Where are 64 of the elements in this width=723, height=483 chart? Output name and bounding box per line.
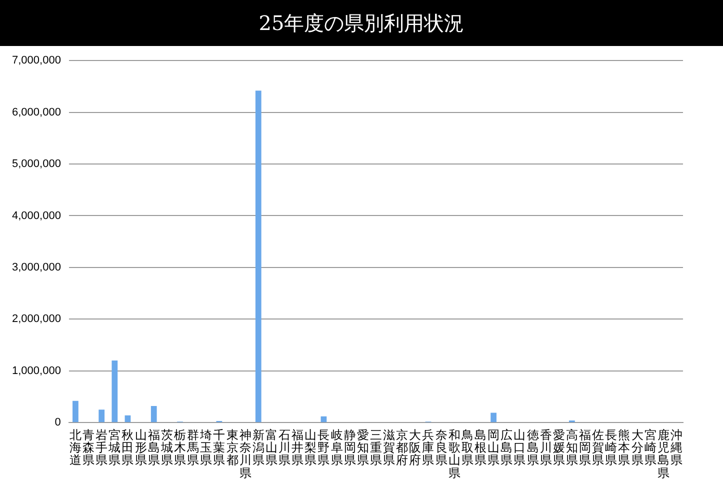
- bar: [98, 410, 105, 422]
- bar: [320, 416, 327, 422]
- x-tick-label: 栃木県: [174, 428, 186, 468]
- chart-title: 25年度の県別利用状況: [0, 0, 723, 46]
- x-tick-label: 岩手県: [96, 428, 108, 468]
- x-tick-label: 秋田県: [122, 428, 134, 468]
- x-tick-label: 山口県: [514, 428, 526, 468]
- x-tick-label: 福島県: [148, 428, 160, 468]
- x-tick-label: 青森県: [82, 428, 95, 468]
- y-tick-label: 1,000,000: [12, 364, 61, 377]
- x-tick-label: 宮城県: [108, 428, 121, 468]
- y-tick-label: 5,000,000: [12, 158, 61, 170]
- x-tick-label: 大分県: [631, 428, 644, 468]
- x-tick-label: 大阪府: [409, 428, 422, 468]
- x-tick-label: 宮崎県: [644, 428, 656, 468]
- x-tick-label: 奈良県: [435, 428, 448, 468]
- x-tick-label: 福岡県: [579, 428, 592, 468]
- x-tick-label: 群馬県: [186, 428, 200, 468]
- x-tick-label: 山梨県: [304, 428, 317, 468]
- y-tick-label: 0: [54, 416, 61, 429]
- x-tick-label: 長野県: [318, 428, 330, 468]
- x-tick-label: 兵庫県: [422, 428, 434, 468]
- x-tick-label: 東京都: [226, 428, 238, 468]
- x-tick-label: 島根県: [474, 428, 486, 468]
- x-tick-label: 沖縄県: [669, 428, 682, 468]
- bar: [72, 400, 78, 422]
- bar: [255, 90, 262, 422]
- x-tick-label: 滋賀県: [383, 428, 396, 468]
- bar: [112, 360, 118, 422]
- x-tick-label: 福井県: [292, 428, 304, 468]
- bar: [150, 406, 157, 422]
- bar: [490, 412, 496, 422]
- x-tick-label: 茨城県: [160, 428, 173, 468]
- x-tick-label: 鳥取県: [460, 428, 474, 468]
- x-tick-label: 鹿児島県: [657, 428, 670, 480]
- x-tick-label: 埼玉県: [199, 428, 212, 468]
- x-tick-label: 長崎県: [605, 428, 618, 468]
- x-tick-label: 熊本県: [618, 428, 630, 468]
- x-tick-label: 香川県: [540, 428, 552, 468]
- x-tick-label: 石川県: [278, 428, 291, 468]
- x-tick-label: 京都府: [396, 428, 408, 468]
- x-tick-label: 愛媛県: [552, 428, 565, 468]
- x-tick-label: 千葉県: [213, 428, 226, 468]
- y-tick-label: 4,000,000: [12, 210, 61, 222]
- x-tick-label: 和歌山県: [448, 428, 460, 480]
- x-tick-label: 富山県: [265, 428, 278, 468]
- x-tick-label: 三重県: [370, 428, 382, 468]
- y-tick-label: 7,000,000: [12, 54, 61, 67]
- x-tick-label: 高知県: [566, 428, 578, 468]
- x-tick-label: 岐阜県: [330, 428, 343, 468]
- x-tick-label: 広島県: [500, 428, 513, 468]
- bar: [124, 415, 131, 422]
- x-tick-label: 佐賀県: [592, 428, 604, 468]
- x-tick-label: 新潟県: [252, 428, 264, 468]
- x-tick-label: 静岡県: [344, 428, 356, 468]
- x-tick-label: 北海道: [69, 428, 82, 468]
- y-tick-label: 2,000,000: [12, 313, 61, 326]
- x-tick-label: 山形県: [134, 428, 147, 468]
- x-tick-label: 神奈川県: [239, 428, 252, 480]
- x-tick-label: 岡山県: [488, 428, 500, 468]
- y-tick-label: 6,000,000: [12, 106, 61, 118]
- x-tick-label: 徳島県: [526, 428, 539, 468]
- y-tick-label: 3,000,000: [12, 261, 61, 274]
- x-tick-label: 愛知県: [356, 428, 369, 468]
